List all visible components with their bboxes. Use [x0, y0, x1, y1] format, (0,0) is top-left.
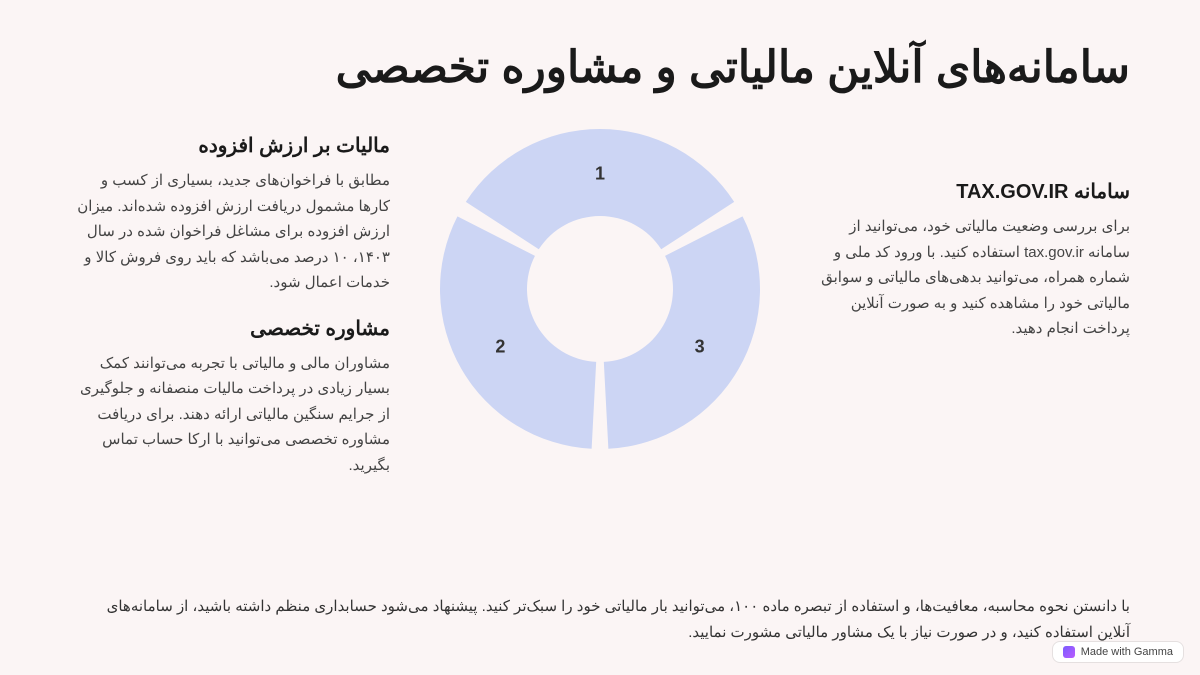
block-tax-gov: سامانه TAX.GOV.IR برای بررسی وضعیت مالیا…: [810, 179, 1130, 342]
block-title: مشاوره تخصصی: [70, 316, 390, 341]
badge-text: Made with Gamma: [1081, 646, 1173, 658]
block-title: سامانه TAX.GOV.IR: [810, 179, 1130, 204]
block-vat: مالیات بر ارزش افزوده مطابق با فراخوان‌ه…: [70, 133, 390, 296]
block-body: مطابق با فراخوان‌های جدید، بسیاری از کسب…: [70, 168, 390, 296]
donut-segment-label: 3: [695, 336, 705, 357]
block-consulting: مشاوره تخصصی مشاوران مالی و مالیاتی با ت…: [70, 316, 390, 479]
donut-segment: [440, 216, 596, 448]
content-row: سامانه TAX.GOV.IR برای بررسی وضعیت مالیا…: [70, 119, 1130, 576]
donut-segment-label: 2: [495, 336, 505, 357]
block-body: برای بررسی وضعیت مالیاتی خود، می‌توانید …: [810, 214, 1130, 342]
donut-segment: [604, 216, 760, 448]
donut-chart: 1 2 3: [430, 119, 770, 459]
right-column: سامانه TAX.GOV.IR برای بررسی وضعیت مالیا…: [810, 119, 1130, 342]
footer-paragraph: با دانستن نحوه محاسبه، معافیت‌ها، و استف…: [70, 594, 1130, 645]
center-column: 1 2 3: [418, 119, 782, 459]
left-column: مالیات بر ارزش افزوده مطابق با فراخوان‌ه…: [70, 119, 390, 478]
made-with-gamma-badge[interactable]: Made with Gamma: [1052, 641, 1184, 663]
donut-segment-label: 1: [595, 164, 605, 185]
block-body: مشاوران مالی و مالیاتی با تجربه می‌توانن…: [70, 351, 390, 479]
gamma-icon: [1063, 646, 1075, 658]
block-title: مالیات بر ارزش افزوده: [70, 133, 390, 158]
slide-title: سامانه‌های آنلاین مالیاتی و مشاوره تخصصی: [70, 40, 1130, 95]
donut-segment: [466, 129, 734, 249]
